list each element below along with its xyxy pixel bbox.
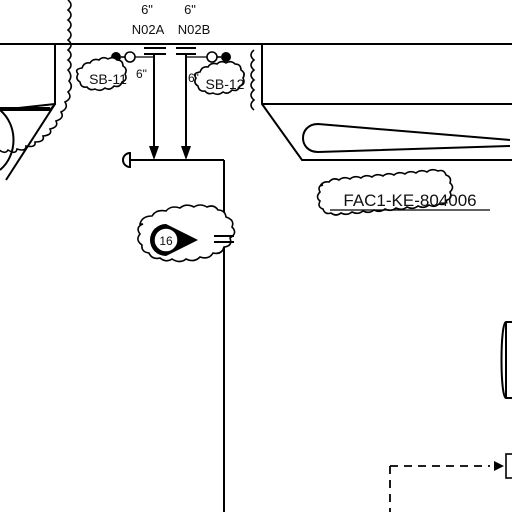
right-vessel-cloud-edge xyxy=(250,49,256,111)
nozzle-left-size: 6" xyxy=(141,2,153,17)
right-vessel xyxy=(261,44,512,161)
sb-11-label: SB-11 xyxy=(89,71,127,87)
equipment-tag: FAC1-KE-804006 xyxy=(343,191,476,210)
drain-lines xyxy=(153,54,187,148)
left-vessel xyxy=(0,43,512,181)
equipment-tag-cloud xyxy=(316,168,454,216)
sb-12-cloud xyxy=(193,60,245,96)
nozzle-dots xyxy=(111,51,231,63)
nozzle-left-tag: N02A xyxy=(132,22,165,37)
revision-number: 16 xyxy=(159,234,173,248)
inline-flange xyxy=(214,235,234,243)
signal-arrow xyxy=(494,461,504,471)
nozzle-right-size: 6" xyxy=(184,2,196,17)
sb-12-label: SB-12 xyxy=(206,76,245,92)
nozzle-flange-left xyxy=(144,47,166,55)
revision-triangle-icon xyxy=(150,224,198,256)
flow-arrows xyxy=(149,146,191,160)
signal-target-box xyxy=(505,453,512,479)
nozzle-left-side-size: 6" xyxy=(136,67,147,81)
dashed-signal-line xyxy=(389,465,490,512)
nozzle-right-side-size: 6" xyxy=(188,71,199,85)
left-vessel-cloud-edge xyxy=(0,0,73,154)
nozzle-flange-right xyxy=(176,47,196,55)
sb-11-cloud xyxy=(75,56,127,92)
right-edge-vessel xyxy=(500,321,512,399)
nozzle-right-tag: N02B xyxy=(178,22,211,37)
